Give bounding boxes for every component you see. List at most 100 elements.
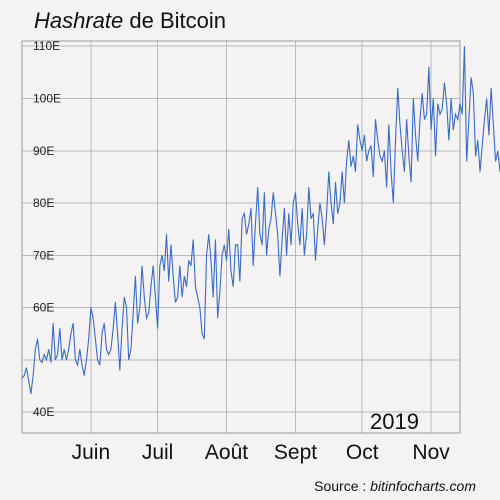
y-axis-ticks: 40E 60E 70E 80E 90E 100E 110E — [33, 39, 61, 419]
data-point — [81, 364, 83, 366]
data-point — [181, 296, 183, 298]
y-tick-label: 40E — [33, 405, 54, 419]
data-point — [255, 223, 256, 225]
data-point — [146, 317, 147, 319]
data-point — [137, 322, 138, 324]
data-point — [175, 301, 176, 303]
data-point — [361, 150, 363, 152]
data-point — [163, 270, 165, 272]
data-point — [319, 202, 321, 204]
data-point — [39, 359, 41, 361]
data-point — [199, 307, 201, 308]
data-point — [379, 155, 381, 157]
x-tick-label: Juin — [72, 441, 111, 464]
data-point — [286, 254, 287, 256]
data-point — [350, 166, 352, 167]
data-point — [101, 333, 103, 335]
data-point — [430, 129, 432, 131]
chart-title: Hashrate de Bitcoin — [34, 8, 226, 33]
data-point — [386, 187, 387, 188]
data-point — [435, 155, 436, 157]
data-point — [172, 275, 174, 277]
data-point — [115, 301, 116, 303]
data-point — [390, 171, 392, 173]
data-point — [223, 244, 225, 246]
data-point — [26, 367, 27, 369]
data-point — [439, 113, 441, 115]
data-point — [239, 281, 241, 282]
x-tick-label: Oct — [346, 441, 379, 464]
grid — [21, 41, 460, 433]
data-point — [128, 359, 130, 361]
data-point — [121, 328, 123, 329]
data-point — [243, 213, 245, 214]
data-point — [241, 218, 243, 220]
data-point — [106, 349, 107, 350]
data-point — [170, 244, 172, 246]
data-point — [264, 192, 265, 193]
data-point — [132, 312, 134, 314]
source-site: bitinfocharts.com — [370, 478, 476, 494]
data-point — [157, 328, 158, 329]
data-point — [457, 119, 459, 120]
data-point — [428, 66, 430, 68]
data-point — [226, 260, 227, 261]
data-point — [488, 134, 490, 136]
data-point — [266, 254, 267, 256]
data-point — [230, 270, 232, 272]
data-point — [50, 362, 52, 363]
y-tick-label: 110E — [33, 39, 60, 53]
data-point — [475, 155, 476, 157]
data-point — [70, 333, 72, 335]
data-point — [404, 171, 405, 173]
data-point — [301, 207, 303, 209]
data-point — [419, 119, 421, 120]
y-tick-label: 80E — [33, 196, 54, 210]
data-point — [346, 160, 347, 162]
data-point — [141, 265, 143, 267]
data-point — [88, 338, 90, 340]
data-point — [117, 333, 118, 335]
data-point — [455, 113, 456, 115]
data-point — [166, 234, 167, 235]
data-point — [195, 286, 196, 287]
data-point — [384, 150, 385, 152]
data-point — [406, 119, 407, 120]
data-point — [364, 134, 365, 136]
y-tick-label: 70E — [33, 248, 54, 262]
data-point — [368, 150, 370, 152]
data-point — [203, 338, 205, 340]
data-point — [424, 119, 425, 120]
data-point — [23, 375, 25, 376]
data-point — [139, 307, 141, 308]
data-point — [366, 160, 367, 162]
data-point — [395, 139, 396, 141]
data-point — [415, 134, 416, 136]
data-point — [304, 254, 305, 256]
data-point — [335, 181, 336, 183]
data-point — [99, 364, 101, 366]
data-point — [355, 171, 356, 173]
data-point — [61, 359, 63, 361]
year-label: 2019 — [370, 409, 419, 434]
data-point — [208, 234, 210, 235]
source-credit: Source : bitinfocharts.com — [314, 478, 476, 494]
data-point — [79, 349, 81, 350]
data-point — [306, 234, 307, 235]
data-point — [155, 296, 156, 298]
data-point — [446, 103, 448, 105]
data-point — [63, 349, 65, 350]
data-point — [370, 145, 372, 146]
data-point — [468, 119, 470, 120]
data-point — [30, 393, 32, 395]
data-point — [337, 213, 339, 214]
data-point — [57, 354, 58, 355]
data-point — [41, 362, 43, 363]
data-point — [83, 375, 85, 376]
data-point — [290, 244, 292, 246]
data-point — [332, 223, 334, 225]
data-point — [75, 359, 76, 361]
data-point — [328, 171, 330, 173]
data-point — [315, 260, 316, 261]
data-point — [268, 228, 270, 230]
